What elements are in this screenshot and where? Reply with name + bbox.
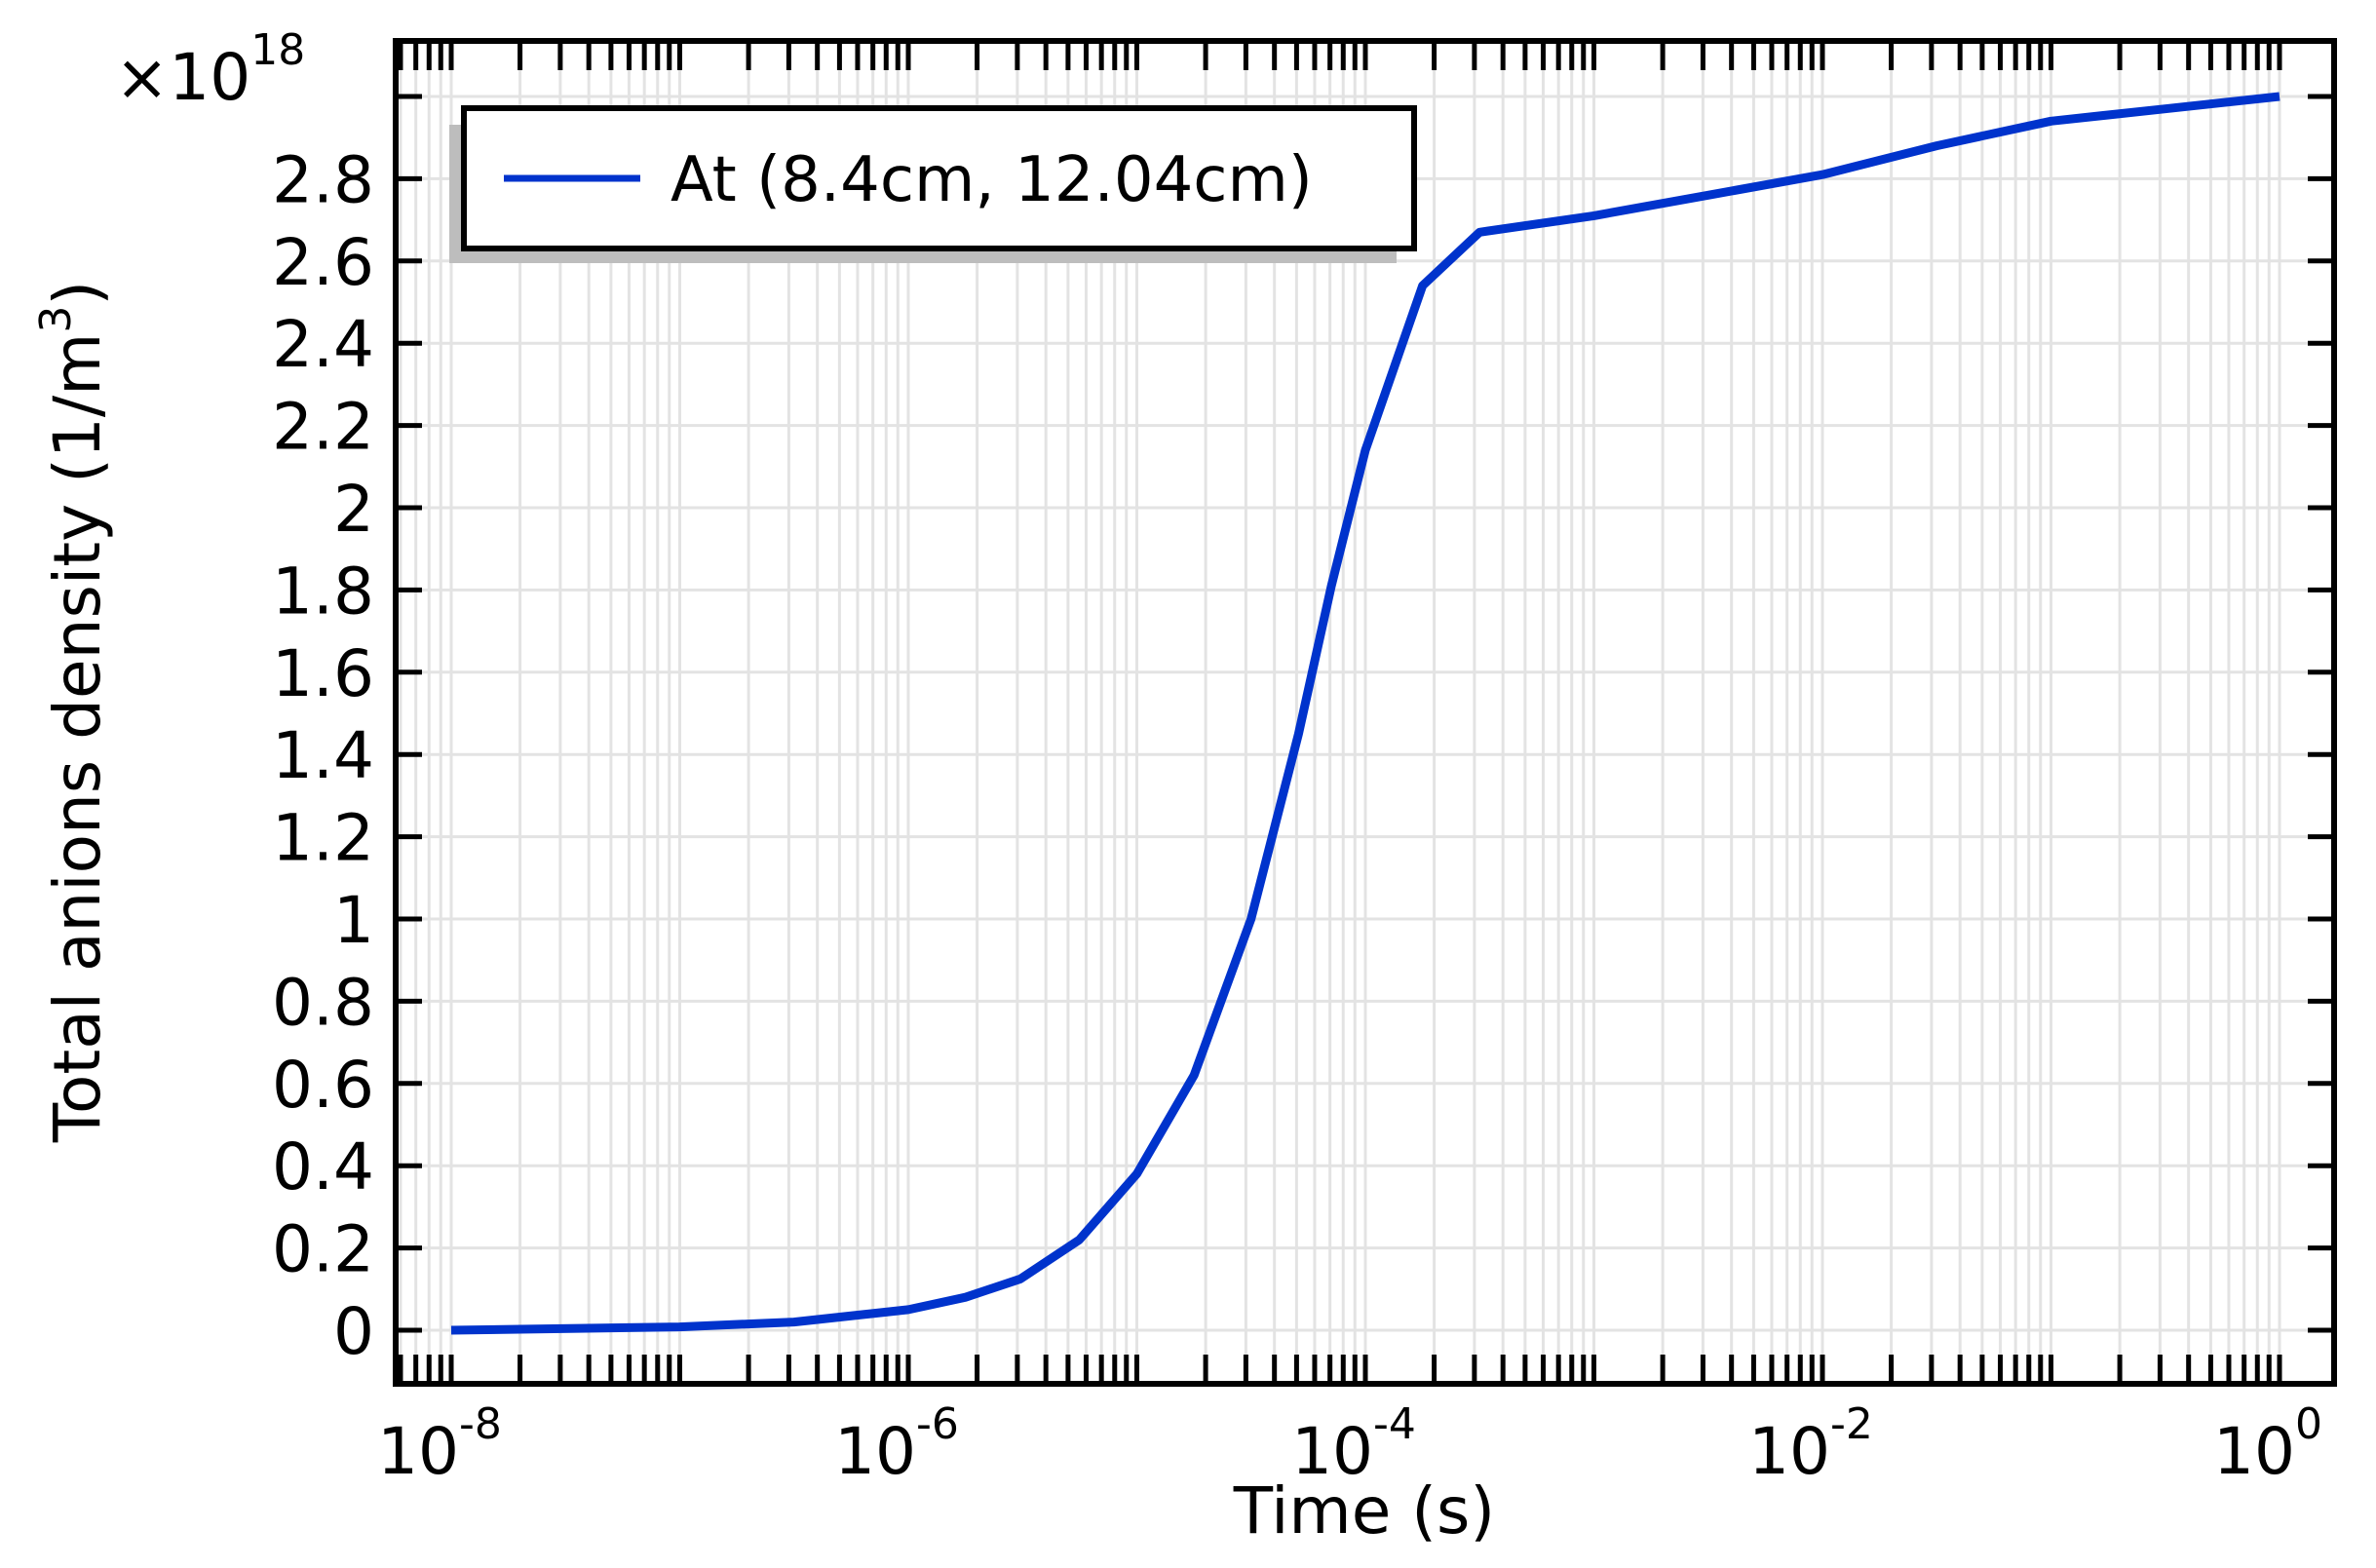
axis-ticks <box>396 41 2334 1384</box>
y-tick-label: 0.2 <box>272 1212 374 1287</box>
x-tick-label: 10-2 <box>1748 1399 1873 1489</box>
y-tick-label: 1.6 <box>272 636 374 711</box>
y-tick-label: 1.8 <box>272 554 374 629</box>
x-tick-label: 10-6 <box>834 1399 959 1489</box>
y-tick-label: 2.8 <box>272 142 374 217</box>
y-tick-label: 2.6 <box>272 225 374 300</box>
x-tick-label: 10-8 <box>377 1399 502 1489</box>
y-tick-label: 1.2 <box>272 801 374 876</box>
plot-frame <box>393 38 2337 1387</box>
y-tick-label: 0.4 <box>272 1129 374 1205</box>
x-tick-label: 10-4 <box>1291 1399 1416 1489</box>
legend: At (8.4cm, 12.04cm) <box>449 105 1417 263</box>
legend-label: At (8.4cm, 12.04cm) <box>671 144 1313 216</box>
y-tick-label: 0.8 <box>272 965 374 1040</box>
y-tick-label: 0 <box>333 1294 374 1369</box>
series-line <box>450 92 2280 1335</box>
y-multiplier: ×1018 <box>115 25 305 115</box>
y-axis-title: Total anions density (1/m3) <box>31 281 115 1143</box>
y-tick-labels: 00.20.40.6 0.811.2 1.41.61.822.2 2.42.6 2.8 <box>272 142 374 1369</box>
y-tick-label: 2.4 <box>272 307 374 382</box>
y-tick-label: 2.2 <box>272 390 374 465</box>
x-tick-label: 100 <box>2213 1399 2322 1489</box>
x-axis-title: Time (s) <box>1233 1473 1495 1549</box>
y-tick-label: 2 <box>333 472 374 547</box>
grid-lines <box>396 41 2334 1384</box>
y-tick-label: 1.4 <box>272 718 374 793</box>
data-series <box>450 92 2280 1335</box>
y-tick-label: 0.6 <box>272 1048 374 1123</box>
y-tick-label: 1 <box>333 883 374 958</box>
x-tick-labels: 10-8 10-6 10-4 10-2 100 <box>377 1399 2322 1489</box>
